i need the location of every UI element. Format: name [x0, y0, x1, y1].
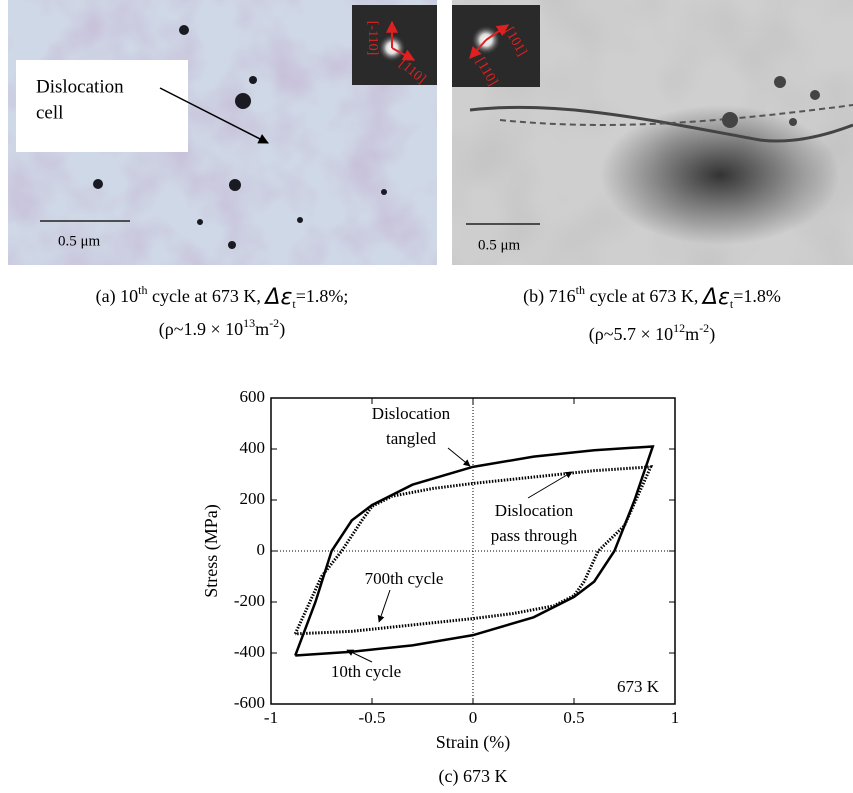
chart-title: (c) 673 K	[439, 766, 508, 787]
caption-segment: -2	[699, 321, 709, 335]
caption-segment: (ρ~1.9 × 10	[159, 319, 243, 340]
x-tick-label: -0.5	[359, 708, 386, 727]
x-tick-label: 1	[671, 708, 680, 727]
caption-segment: -2	[269, 316, 279, 330]
caption-segment: 13	[243, 316, 255, 330]
caption-segment: Δε	[701, 285, 730, 310]
caption-line: (ρ~1.9 × 1013m-2)	[159, 316, 285, 340]
callout-label: cell	[36, 102, 63, 123]
loop-line	[295, 446, 653, 655]
caption-segment: th	[576, 283, 585, 297]
caption-segment: (ρ~5.7 × 10	[589, 324, 673, 345]
x-tick-label: 0.5	[563, 708, 584, 727]
x-tick-label: -1	[264, 708, 278, 727]
caption-segment: (a) 10	[96, 286, 138, 307]
callout-label: Dislocation	[36, 76, 124, 97]
caption-segment: th	[138, 283, 147, 297]
y-tick-label: 200	[240, 489, 266, 508]
y-tick-label: 0	[257, 540, 266, 559]
y-tick-label: 600	[240, 387, 266, 406]
x-axis-label: Strain (%)	[436, 732, 510, 753]
annotation: Dislocation	[495, 501, 574, 520]
caption-segment: )	[279, 319, 285, 340]
annotation: 673 K	[617, 677, 660, 696]
caption-segment: cycle at 673 K,	[585, 286, 703, 306]
x-tick-label: 0	[469, 708, 478, 727]
y-tick-label: -600	[234, 693, 265, 712]
caption-segment: 12	[673, 321, 685, 335]
caption-segment: (b) 716	[523, 286, 576, 307]
caption-line: (ρ~5.7 × 1012m-2)	[589, 321, 715, 345]
annotation: tangled	[386, 429, 437, 448]
caption-line: (a) 10th cycle at 673 K, Δεt=1.8%;	[96, 283, 349, 311]
series-label: 10th cycle	[331, 662, 401, 681]
y-axis-label: Stress (MPa)	[201, 504, 222, 598]
annotation: pass through	[491, 526, 578, 545]
caption-line: (b) 716th cycle at 673 K, Δεt=1.8%	[523, 283, 781, 311]
scale-bar-label: 0.5 μm	[58, 233, 101, 249]
caption-segment: =1.8%	[733, 286, 781, 306]
y-tick-label: 400	[240, 438, 266, 457]
caption-segment: m	[685, 324, 699, 344]
annotation: Dislocation	[372, 404, 451, 423]
caption-segment: cycle at 673 K,	[147, 286, 265, 306]
y-tick-label: -200	[234, 591, 265, 610]
inset-label: [-110]	[365, 21, 380, 55]
series-label: 700th cycle	[365, 569, 444, 588]
caption-segment: m	[255, 319, 269, 339]
caption-segment: =1.8%;	[296, 286, 349, 306]
scale-bar-label: 0.5 μm	[478, 237, 521, 253]
figure: Dislocationcell0.5 μm[-110][110](a) 10th…	[0, 0, 853, 793]
arrow	[379, 590, 390, 622]
y-tick-label: -400	[234, 642, 265, 661]
caption-segment: )	[709, 324, 715, 345]
caption-segment: Δε	[263, 285, 292, 310]
arrow	[448, 448, 470, 466]
